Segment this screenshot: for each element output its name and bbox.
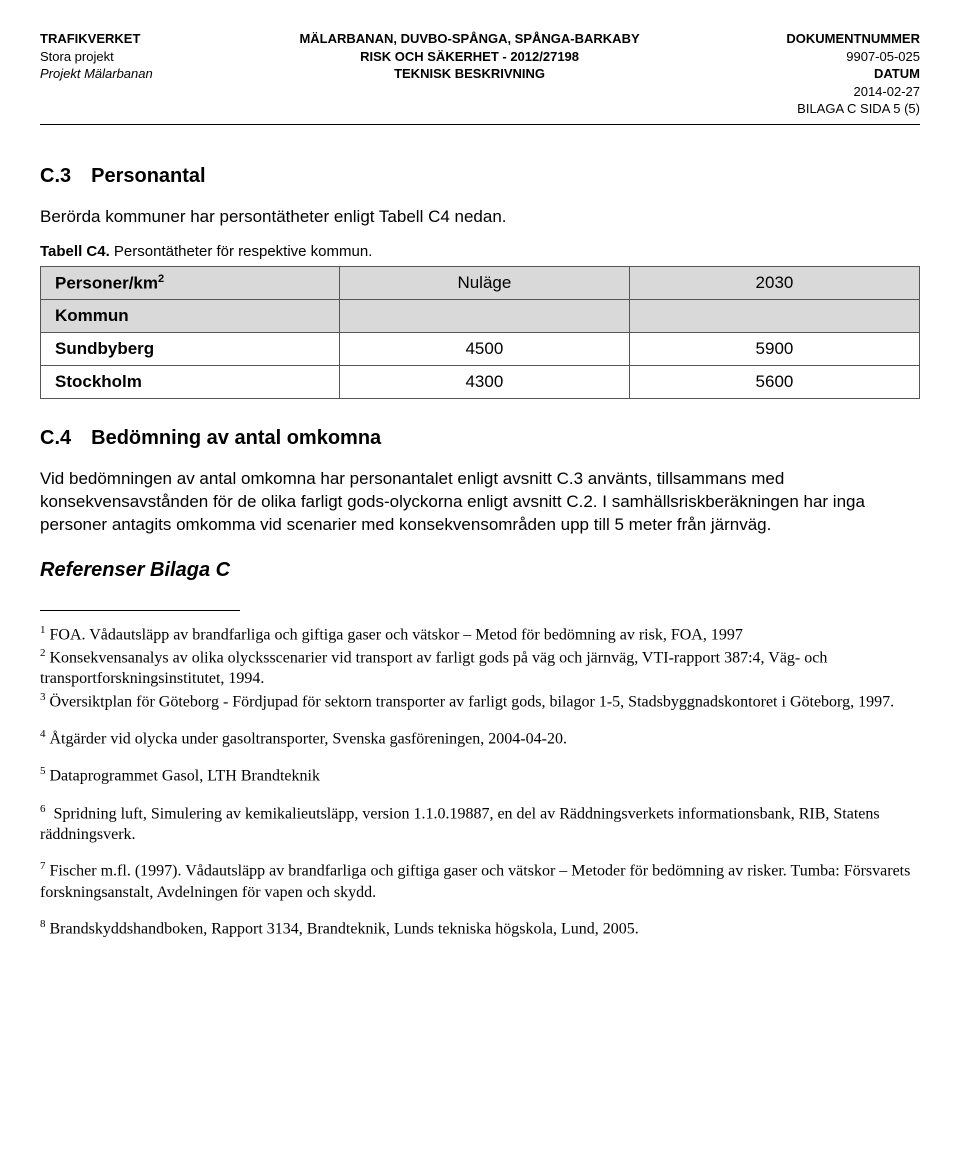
references-heading: Referenser Bilaga C [40, 559, 920, 582]
footnote-4-text: Åtgärder vid olycka under gasoltransport… [50, 731, 567, 748]
footnote-2: 2 Konsekvensanalys av olika olycksscenar… [40, 646, 920, 690]
header-project: Projekt Mälarbanan [40, 65, 153, 83]
row-nulage: 4300 [339, 366, 629, 399]
footnote-4: 4 Åtgärder vid olycka under gasoltranspo… [40, 727, 920, 750]
row-2030: 5900 [629, 333, 919, 366]
header-docnum-label: DOKUMENTNUMMER [786, 30, 920, 48]
footnote-7: 7 Fischer m.fl. (1997). Vådautsläpp av b… [40, 859, 920, 903]
footnote-2-text: Konsekvensanalys av olika olycksscenarie… [40, 650, 827, 688]
cell-empty-1 [339, 300, 629, 333]
section-c3-number: C.3 [40, 165, 71, 187]
table-header-row: Personer/km2 Nuläge 2030 [41, 266, 920, 300]
section-c3-title: Personantal [91, 165, 205, 187]
header-doc-type: TEKNISK BESKRIVNING [299, 65, 639, 83]
footnote-3-text: Översiktplan för Göteborg - Fördjupad fö… [50, 694, 895, 711]
section-c3-heading: C.3 Personantal [40, 165, 920, 188]
col-kommun: Kommun [41, 300, 340, 333]
row-nulage: 4500 [339, 333, 629, 366]
persontathet-table: Personer/km2 Nuläge 2030 Kommun Sundbybe… [40, 266, 920, 400]
table-caption-text: Persontätheter för respektive kommun. [114, 243, 372, 260]
footnote-1: 1 FOA. Vådautsläpp av brandfarliga och g… [40, 623, 920, 646]
footnote-8: 8 Brandskyddshandboken, Rapport 3134, Br… [40, 917, 920, 940]
row-name: Sundbyberg [41, 333, 340, 366]
footnote-3: 3 Översiktplan för Göteborg - Fördjupad … [40, 690, 920, 713]
footnote-5: 5 Dataprogrammet Gasol, LTH Brandteknik [40, 764, 920, 787]
header-date: 2014-02-27 [786, 83, 920, 101]
header-doc-title: MÄLARBANAN, DUVBO-SPÅNGA, SPÅNGA-BARKABY [299, 30, 639, 48]
col-2030: 2030 [629, 266, 919, 300]
table-caption: Tabell C4. Persontätheter för respektive… [40, 243, 920, 260]
footnote-6: 6 Spridning luft, Simulering av kemikali… [40, 802, 920, 846]
row-2030: 5600 [629, 366, 919, 399]
table-row: Stockholm 4300 5600 [41, 366, 920, 399]
header-page-info: BILAGA C SIDA 5 (5) [786, 100, 920, 118]
header-dept: Stora projekt [40, 48, 153, 66]
footnote-rule [40, 610, 240, 611]
footnotes: 1 FOA. Vådautsläpp av brandfarliga och g… [40, 623, 920, 940]
footnote-6-text: Spridning luft, Simulering av kemikalieu… [40, 805, 880, 843]
table-row: Sundbyberg 4500 5900 [41, 333, 920, 366]
section-c4-number: C.4 [40, 427, 71, 449]
footnote-5-text: Dataprogrammet Gasol, LTH Brandteknik [50, 768, 320, 785]
col-nulage: Nuläge [339, 266, 629, 300]
cell-empty-2 [629, 300, 919, 333]
table-caption-label: Tabell C4. [40, 243, 110, 260]
table-subhead-row: Kommun [41, 300, 920, 333]
section-c3-intro: Berörda kommuner har persontätheter enli… [40, 206, 920, 229]
row-name: Stockholm [41, 366, 340, 399]
header-right: DOKUMENTNUMMER 9907-05-025 DATUM 2014-02… [786, 30, 920, 118]
page: TRAFIKVERKET Stora projekt Projekt Mälar… [0, 0, 960, 995]
section-c4-title: Bedömning av antal omkomna [91, 427, 381, 449]
section-c4-body: Vid bedömningen av antal omkomna har per… [40, 468, 920, 537]
section-c4-heading: C.4 Bedömning av antal omkomna [40, 427, 920, 450]
footnote-8-text: Brandskyddshandboken, Rapport 3134, Bran… [50, 921, 639, 938]
header-doc-subtitle: RISK OCH SÄKERHET - 2012/27198 [299, 48, 639, 66]
header-org: TRAFIKVERKET [40, 30, 153, 48]
footnote-1-text: FOA. Vådautsläpp av brandfarliga och gif… [50, 626, 743, 643]
header-left: TRAFIKVERKET Stora projekt Projekt Mälar… [40, 30, 153, 118]
footnote-7-text: Fischer m.fl. (1997). Vådautsläpp av bra… [40, 863, 910, 901]
page-header: TRAFIKVERKET Stora projekt Projekt Mälar… [40, 30, 920, 125]
header-date-label: DATUM [786, 65, 920, 83]
col-personer: Personer/km2 [41, 266, 340, 300]
header-center: MÄLARBANAN, DUVBO-SPÅNGA, SPÅNGA-BARKABY… [299, 30, 639, 118]
header-docnum: 9907-05-025 [786, 48, 920, 66]
